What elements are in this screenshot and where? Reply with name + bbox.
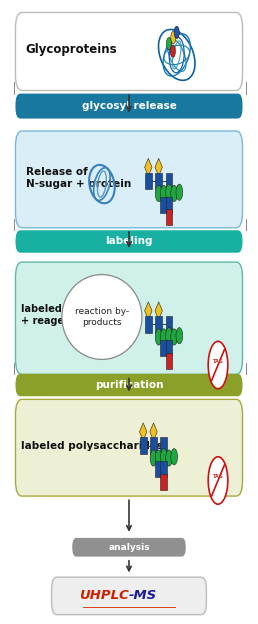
Circle shape: [171, 449, 178, 465]
Polygon shape: [145, 173, 152, 189]
Ellipse shape: [62, 275, 142, 359]
Text: reaction by-
products: reaction by- products: [75, 307, 129, 327]
Polygon shape: [166, 209, 172, 225]
FancyBboxPatch shape: [15, 262, 243, 374]
Circle shape: [170, 45, 175, 57]
Polygon shape: [160, 474, 167, 490]
Polygon shape: [155, 158, 162, 176]
Polygon shape: [155, 461, 162, 477]
Circle shape: [166, 184, 172, 200]
Text: labeled N-sugar
+ reagent: labeled N-sugar + reagent: [21, 305, 108, 326]
Circle shape: [174, 26, 179, 39]
Circle shape: [208, 341, 228, 389]
Polygon shape: [145, 158, 152, 176]
Circle shape: [160, 329, 167, 345]
Text: analysis: analysis: [108, 543, 150, 552]
Circle shape: [176, 328, 183, 344]
Text: labeled polysaccharides: labeled polysaccharides: [21, 441, 163, 451]
Circle shape: [171, 185, 178, 202]
Text: -MS: -MS: [129, 590, 157, 602]
Circle shape: [166, 328, 172, 344]
Circle shape: [160, 185, 167, 202]
Circle shape: [160, 449, 167, 465]
Polygon shape: [140, 423, 147, 441]
Polygon shape: [160, 197, 167, 213]
Text: Glycoproteins: Glycoproteins: [26, 43, 117, 56]
Polygon shape: [155, 302, 162, 319]
Circle shape: [150, 450, 157, 466]
FancyBboxPatch shape: [15, 12, 243, 90]
Circle shape: [166, 450, 172, 466]
FancyBboxPatch shape: [15, 399, 243, 496]
Polygon shape: [145, 316, 152, 333]
Circle shape: [166, 37, 172, 50]
Text: purification: purification: [95, 380, 163, 390]
Text: glycosyl release: glycosyl release: [82, 101, 176, 111]
FancyBboxPatch shape: [52, 577, 206, 615]
Circle shape: [155, 329, 162, 345]
Polygon shape: [160, 461, 167, 477]
Polygon shape: [166, 173, 172, 189]
Circle shape: [171, 31, 176, 44]
Text: Release of
N-sugar + protein: Release of N-sugar + protein: [26, 167, 131, 188]
Polygon shape: [145, 302, 152, 319]
Polygon shape: [155, 173, 162, 189]
Text: TAG: TAG: [213, 474, 223, 479]
Polygon shape: [166, 197, 172, 213]
Text: labeling: labeling: [105, 236, 153, 246]
Text: TAG: TAG: [213, 359, 223, 364]
Polygon shape: [155, 316, 162, 333]
Polygon shape: [150, 423, 157, 441]
Circle shape: [155, 450, 162, 466]
FancyBboxPatch shape: [72, 538, 186, 557]
Text: UHPLC: UHPLC: [79, 590, 129, 602]
Polygon shape: [160, 340, 167, 356]
Polygon shape: [166, 353, 172, 369]
Polygon shape: [150, 437, 157, 454]
Circle shape: [171, 329, 178, 345]
Polygon shape: [160, 437, 167, 454]
Circle shape: [176, 184, 183, 200]
FancyBboxPatch shape: [15, 230, 243, 253]
FancyBboxPatch shape: [15, 94, 243, 119]
Polygon shape: [140, 437, 147, 454]
Polygon shape: [166, 316, 172, 333]
FancyBboxPatch shape: [15, 374, 243, 396]
Polygon shape: [166, 340, 172, 356]
Circle shape: [155, 185, 162, 202]
FancyBboxPatch shape: [15, 131, 243, 228]
Circle shape: [208, 457, 228, 504]
